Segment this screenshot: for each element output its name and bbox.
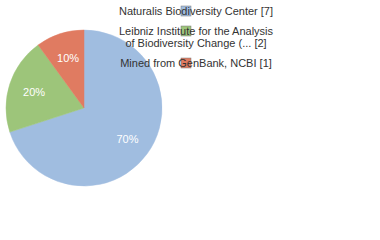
svg-text:Mined from GenBank, NCBI [1]: Mined from GenBank, NCBI [1]	[120, 57, 272, 69]
svg-text:Leibniz Institute for the Anal: Leibniz Institute for the Analysisof Bio…	[119, 25, 274, 49]
svg-text:Naturalis Biodiversity Center: Naturalis Biodiversity Center [7]	[119, 5, 273, 17]
svg-text:10%: 10%	[57, 52, 79, 64]
svg-text:20%: 20%	[23, 86, 45, 98]
svg-text:70%: 70%	[116, 133, 138, 145]
